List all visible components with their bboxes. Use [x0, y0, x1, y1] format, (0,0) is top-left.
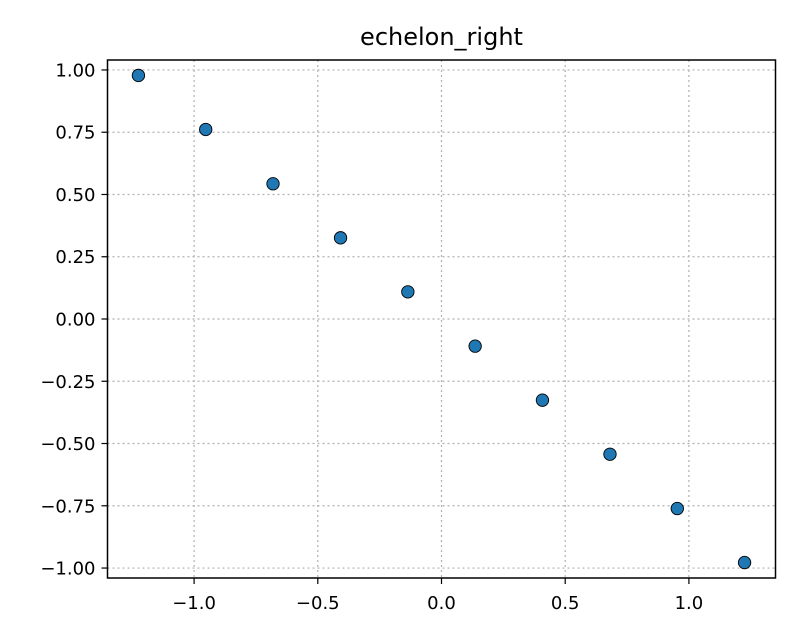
scatter-point: [737, 555, 752, 570]
y-tick-label: −0.75: [40, 496, 95, 517]
grid: [107, 60, 776, 578]
y-tick-label: −0.25: [40, 372, 95, 393]
y-tick-label: −0.50: [40, 434, 95, 455]
y-tick-label: 0.25: [55, 247, 95, 268]
scatter-point: [535, 393, 550, 407]
x-tick-label: −0.5: [296, 593, 340, 614]
scatter-point: [401, 285, 415, 299]
x-tick-label: 0.5: [551, 593, 580, 614]
x-tick-label: 1.0: [675, 593, 704, 614]
x-tick-label: 0.0: [427, 593, 456, 614]
scatter-point: [468, 339, 482, 353]
y-tick-label: −1.00: [40, 559, 95, 580]
y-tick-label: 0.00: [55, 310, 95, 331]
y-tick-label: 1.00: [55, 60, 95, 81]
scatter-point: [131, 68, 146, 83]
chart-title: echelon_right: [360, 23, 523, 51]
scatter-point: [603, 447, 617, 461]
scatter-point: [199, 122, 213, 137]
data-points: [131, 68, 752, 570]
scatter-point: [333, 231, 348, 245]
y-tick-label: 0.75: [55, 123, 95, 144]
x-tick-label: −1.0: [172, 593, 216, 614]
axis-ticks: −1.0 −0.5 0.0 0.5 1.0 1.00 0.75 0.50 0.25 0.00 −0.…: [40, 60, 703, 614]
y-tick-label: 0.50: [55, 185, 95, 206]
scatter-point: [266, 177, 280, 191]
scatter-point: [670, 501, 684, 516]
